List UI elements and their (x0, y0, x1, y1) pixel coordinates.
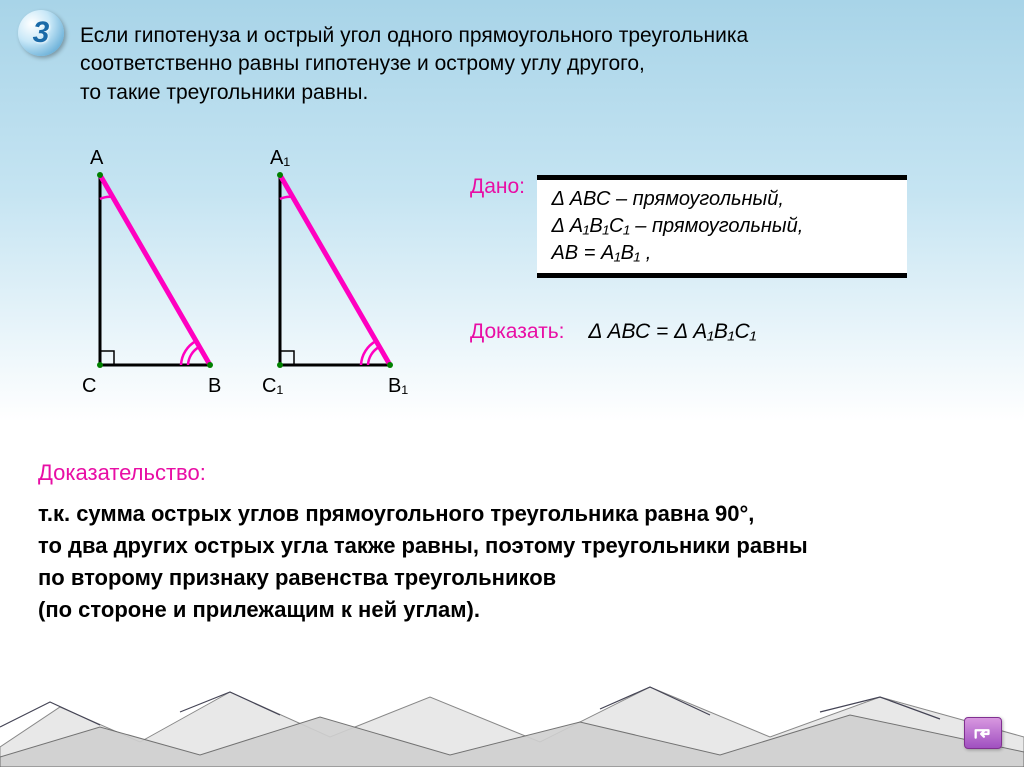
prove-section: Доказать: Δ АВС = Δ А₁В₁С₁ (470, 320, 756, 344)
back-button[interactable] (964, 717, 1002, 749)
proof-line-2b: поэтому треугольники равны (479, 533, 808, 558)
given-label: Дано: (470, 175, 525, 199)
vertex-label-a: А (90, 147, 103, 170)
proof-line-1: т.к. сумма острых углов прямоугольного т… (38, 501, 754, 526)
proof-line-3: по второму признаку равенства треугольни… (38, 565, 556, 590)
triangles-diagram: А С В А₁ С₁ В₁ (60, 155, 480, 415)
given-section: Дано: Δ АВС – прямоугольный, Δ А₁В₁С₁ – … (470, 175, 907, 278)
proof-line-2a: то два других острых угла также равны, (38, 533, 479, 558)
return-arrow-icon (972, 724, 994, 742)
given-line-2: Δ А₁В₁С₁ – прямоугольный, (551, 213, 893, 240)
theorem-line-2: соответственно равны гипотенузе и остром… (80, 50, 984, 78)
mountain-decoration (0, 637, 1024, 767)
prove-label: Доказать: (470, 320, 564, 343)
given-line-3: АВ = А₁В₁ , (551, 240, 893, 267)
vertex-label-b: В (208, 375, 221, 398)
proof-section: Доказательство: т.к. сумма острых углов … (38, 460, 984, 626)
vertex-label-b1: В₁ (388, 375, 408, 398)
theorem-line-3: то такие треугольники равны. (80, 79, 984, 107)
given-box: Δ АВС – прямоугольный, Δ А₁В₁С₁ – прямоу… (537, 175, 907, 278)
proof-label: Доказательство: (38, 460, 984, 486)
theorem-line-1: Если гипотенуза и острый угол одного пря… (80, 22, 984, 50)
theorem-text: Если гипотенуза и острый угол одного пря… (80, 22, 984, 107)
prove-statement: Δ АВС = Δ А₁В₁С₁ (588, 320, 756, 343)
proof-body: т.к. сумма острых углов прямоугольного т… (38, 498, 984, 626)
vertex-label-c: С (82, 375, 96, 398)
vertex-label-a1: А₁ (270, 147, 290, 170)
slide-number-badge: 3 (18, 10, 72, 64)
triangle-abc: А С В (80, 165, 230, 385)
given-line-1: Δ АВС – прямоугольный, (551, 186, 893, 213)
vertex-label-c1: С₁ (262, 375, 283, 398)
badge-number: 3 (18, 10, 64, 56)
proof-line-4: (по стороне и прилежащим к ней углам). (38, 597, 480, 622)
triangle-a1b1c1: А₁ С₁ В₁ (260, 165, 410, 385)
